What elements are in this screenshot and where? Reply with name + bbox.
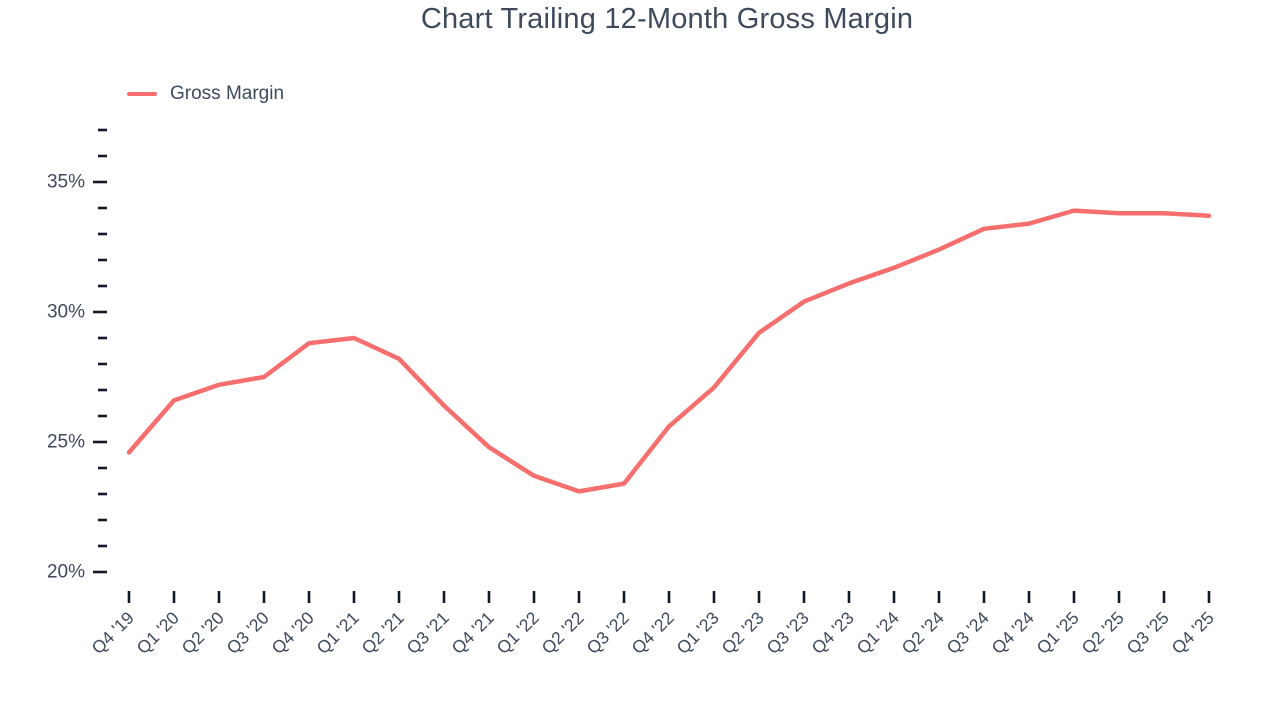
x-axis-label: Q1 '25 [1033, 608, 1083, 658]
x-axis-label: Q4 '23 [808, 608, 858, 658]
x-axis-label: Q2 '21 [358, 608, 408, 658]
x-axis-label: Q3 '21 [403, 608, 453, 658]
x-axis-label: Q4 '20 [268, 607, 318, 657]
x-axis-label: Q3 '24 [943, 607, 993, 657]
x-axis-label: Q4 '21 [448, 608, 498, 658]
y-axis: 20% 25% 30% 35% [47, 128, 107, 583]
x-axis-label: Q1 '24 [853, 607, 903, 657]
x-axis-label: Q1 '20 [133, 607, 183, 657]
x-axis-label: Q4 '24 [988, 607, 1038, 657]
y-axis-label: 25% [47, 432, 85, 453]
y-axis-label: 20% [47, 562, 85, 583]
x-axis-label: Q1 '22 [493, 608, 543, 658]
y-axis-label: 30% [47, 302, 85, 323]
legend-line-swatch [127, 91, 157, 97]
x-axis-label: Q4 '22 [628, 608, 678, 658]
legend-label: Gross Margin [170, 83, 285, 104]
x-axis-label: Q4 '25 [1168, 608, 1218, 658]
x-axis-label: Q2 '24 [898, 607, 948, 657]
legend: Gross Margin [127, 83, 285, 104]
y-axis-label: 35% [47, 172, 85, 193]
x-axis-label: Q3 '22 [583, 608, 633, 658]
x-axis-label: Q2 '20 [178, 607, 228, 657]
x-axis-label: Q2 '22 [538, 608, 588, 658]
x-axis-label: Q3 '20 [223, 607, 273, 657]
gross-margin-series-line [126, 208, 1212, 494]
x-axis-label: Q2 '25 [1078, 608, 1128, 658]
x-axis-label: Q3 '23 [763, 608, 813, 658]
x-axis-label: Q1 '23 [673, 608, 723, 658]
series-group [126, 208, 1212, 494]
x-axis-label: Q3 '25 [1123, 608, 1173, 658]
x-axis-label: Q4 '19 [88, 608, 138, 658]
x-axis-label: Q1 '21 [313, 608, 363, 658]
x-axis-label: Q2 '23 [718, 608, 768, 658]
chart-title: Chart Trailing 12-Month Gross Margin [420, 3, 914, 35]
